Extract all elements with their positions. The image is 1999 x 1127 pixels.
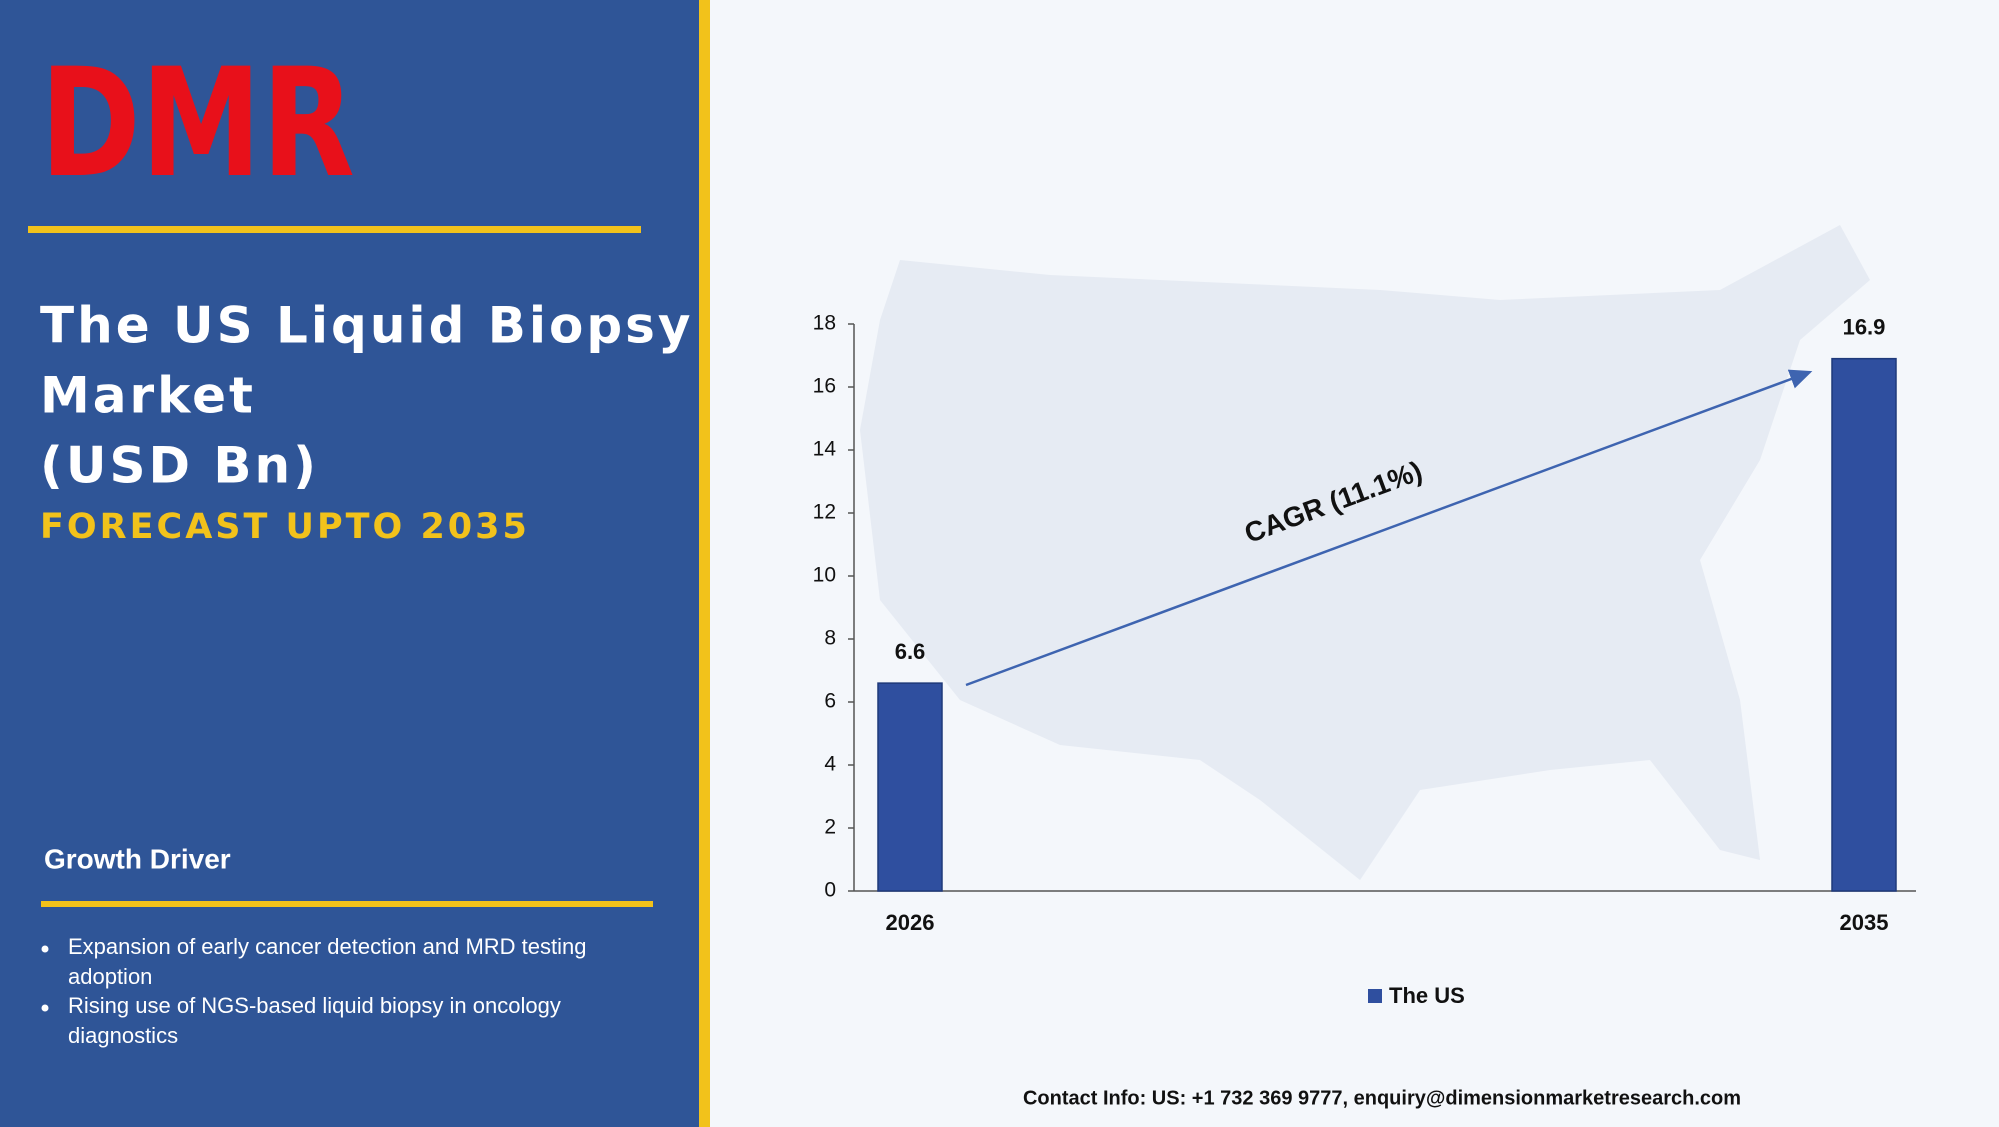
y-tick-label: 12 [813,501,836,524]
title-line: Market [40,367,256,425]
y-tick-label: 6 [824,690,836,713]
y-tick-label: 18 [813,312,836,335]
bullet-box: Rising use of NGS-based liquid biopsy in… [68,993,561,1048]
bar [877,682,943,892]
y-tick-label: 4 [824,753,836,776]
y-tick-label: 16 [813,375,836,398]
left-panel [0,0,699,1127]
title-line: The US Liquid Biopsy [40,297,694,355]
bullet [41,1004,49,1012]
bullet-text: Rising use of NGS-based liquid biopsy in… [68,993,561,1048]
divider [699,0,710,1127]
rule [41,901,653,907]
cagr-arrow [965,369,1813,687]
title-line: (USD Bn) [40,437,319,495]
contact: Contact Info: US: +1 732 369 9777, enqui… [1023,1087,1741,1109]
logo: DMR [40,37,355,211]
data-label: 6.6 [895,639,926,664]
bar [1831,357,1897,892]
y-tick-label: 8 [824,627,836,650]
legend-label: The US [1389,983,1465,1008]
legend-swatch [1368,989,1382,1003]
y-tick-label: 0 [824,879,836,902]
y-tick-label: 2 [824,816,836,839]
y-tick-label: 14 [813,438,837,461]
map-silhouette [860,225,1870,880]
bullet-box: Expansion of early cancer detection and … [68,934,587,989]
growth-heading: Growth Driver [44,843,231,874]
x-tick-label: 2026 [886,910,935,935]
x-tick-label: 2035 [1840,910,1889,935]
bullet-text: Expansion of early cancer detection and … [68,934,587,989]
y-tick-label: 10 [813,564,836,587]
rule [28,226,641,233]
data-label: 16.9 [1843,314,1886,339]
subtitle: FORECAST UPTO 2035 [40,507,530,547]
bullet [41,945,49,953]
